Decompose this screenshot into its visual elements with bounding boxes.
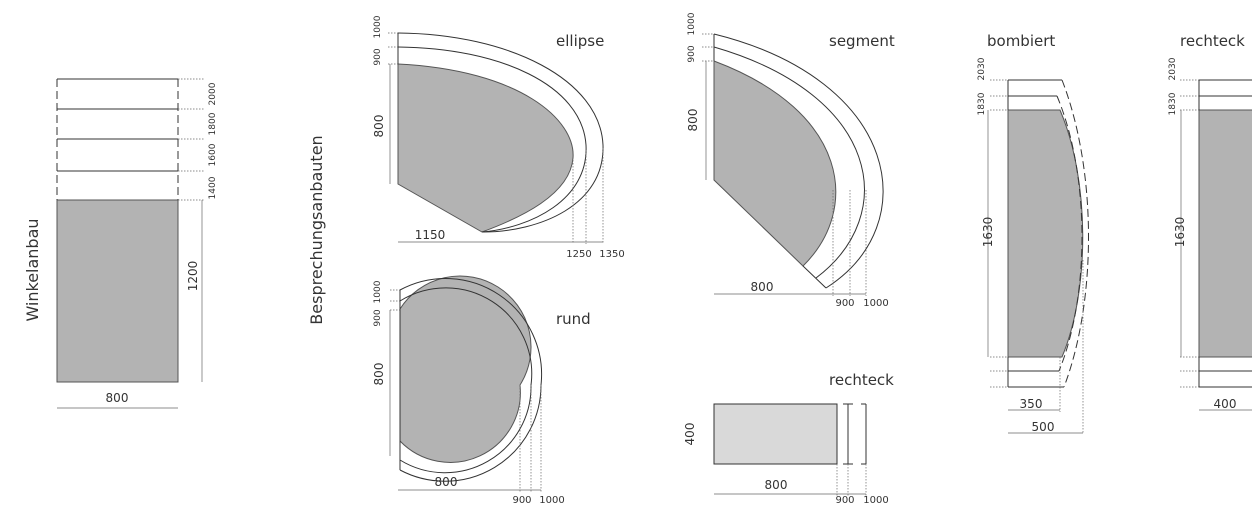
rechteck-right-height-label: 1630 <box>1173 217 1187 248</box>
rechteck-small-desk <box>713 403 838 465</box>
winkelanbau-ext-1600: 1600 <box>208 143 218 166</box>
segment-width-label: 800 <box>751 280 774 294</box>
rechteck-small-title: rechteck <box>829 371 894 389</box>
segment-outline-1000 <box>713 33 884 289</box>
bombiert-top-2030: 2030 <box>977 57 987 80</box>
bombiert-extension-lines <box>1007 79 1089 388</box>
rund-outline-1000 <box>399 277 543 482</box>
segment-desk <box>713 60 837 267</box>
rechteck-right-width-label: 400 <box>1214 397 1237 411</box>
segment-section: segment 900 1000 800 800 900 1000 <box>686 12 895 309</box>
segment-extent-1000: 1000 <box>863 298 888 309</box>
rund-height-label: 800 <box>372 363 386 386</box>
bombiert-title: bombiert <box>987 32 1055 50</box>
bombiert-width-350: 350 <box>1020 397 1043 411</box>
bombiert-dim-guides <box>987 79 1084 434</box>
segment-dim-guides <box>702 33 867 296</box>
winkelanbau-desk <box>56 199 179 383</box>
ellipse-extent-1350: 1350 <box>599 249 624 260</box>
ellipse-outline-1000 <box>397 32 604 233</box>
ellipse-extent-1250: 1250 <box>566 249 591 260</box>
rund-width-label: 800 <box>435 475 458 489</box>
bombiert-desk <box>1007 109 1084 358</box>
segment-depth-1000: 1000 <box>687 12 697 35</box>
winkelanbau-ext-2000: 2000 <box>208 82 218 105</box>
ellipse-height-label: 800 <box>372 115 386 138</box>
rechteck-right-extension-lines <box>1198 79 1252 388</box>
rechteck-right-desk <box>1198 109 1252 358</box>
winkelanbau-depth-label: 1200 <box>186 261 200 292</box>
rund-extent-1000: 1000 <box>539 495 564 506</box>
rechteck-right-section: rechteck 1830 2030 1630 400 <box>1168 32 1252 411</box>
segment-title: segment <box>829 32 895 50</box>
rechteck-small-extent-900: 900 <box>835 495 854 506</box>
segment-depth-900: 900 <box>687 45 697 62</box>
rund-title: rund <box>556 310 591 328</box>
segment-outline-900 <box>713 46 865 279</box>
ellipse-desk <box>397 63 574 233</box>
rund-extent-900: 900 <box>512 495 531 506</box>
rechteck-right-top-2030: 2030 <box>1168 57 1178 80</box>
rund-outline-900 <box>399 287 533 474</box>
bombiert-width-500: 500 <box>1032 420 1055 434</box>
bombiert-top-1830: 1830 <box>977 92 987 115</box>
besprechungsanbauten-title: Besprechungsanbauten <box>307 135 326 324</box>
rechteck-small-width-label: 800 <box>765 478 788 492</box>
winkelanbau-extension-lines <box>56 78 179 200</box>
rund-dim-guides <box>389 289 542 492</box>
ellipse-width-label: 1150 <box>415 228 446 242</box>
rechteck-right-title: rechteck <box>1180 32 1245 50</box>
rechteck-right-top-1830: 1830 <box>1168 92 1178 115</box>
ellipse-depth-1000: 1000 <box>373 15 383 38</box>
rechteck-small-extension-lines <box>714 403 867 496</box>
rechteck-small-section: rechteck 400 800 900 1000 <box>683 371 894 506</box>
rund-desk <box>399 275 532 463</box>
winkelanbau-title: Winkelanbau <box>23 218 42 321</box>
rechteck-small-extent-1000: 1000 <box>863 495 888 506</box>
rechteck-small-height-label: 400 <box>683 423 697 446</box>
rund-depth-1000: 1000 <box>373 280 383 303</box>
ellipse-title: ellipse <box>556 32 604 50</box>
winkelanbau-ext-1400: 1400 <box>208 176 218 199</box>
rund-depth-900: 900 <box>373 309 383 326</box>
bombiert-section: bombiert 1830 2030 1630 <box>977 32 1089 434</box>
ellipse-dim-guides <box>388 32 604 244</box>
winkelanbau-dim-guides <box>57 78 205 409</box>
winkelanbau-ext-1800: 1800 <box>208 112 218 135</box>
ellipse-outline-900 <box>397 46 587 233</box>
winkelanbau-section: Winkelanbau 1400 1600 1800 2000 1200 800 <box>23 78 218 409</box>
segment-extent-900: 900 <box>835 298 854 309</box>
segment-height-label: 800 <box>686 109 700 132</box>
winkelanbau-width-label: 800 <box>106 391 129 405</box>
ellipse-section: ellipse 900 1000 800 1150 1250 1350 <box>372 15 625 260</box>
rechteck-right-dim-guides <box>1180 79 1252 411</box>
bombiert-height-label: 1630 <box>981 217 995 248</box>
rund-section: rund 900 1000 800 800 900 1000 <box>372 275 591 506</box>
ellipse-depth-900: 900 <box>373 48 383 65</box>
